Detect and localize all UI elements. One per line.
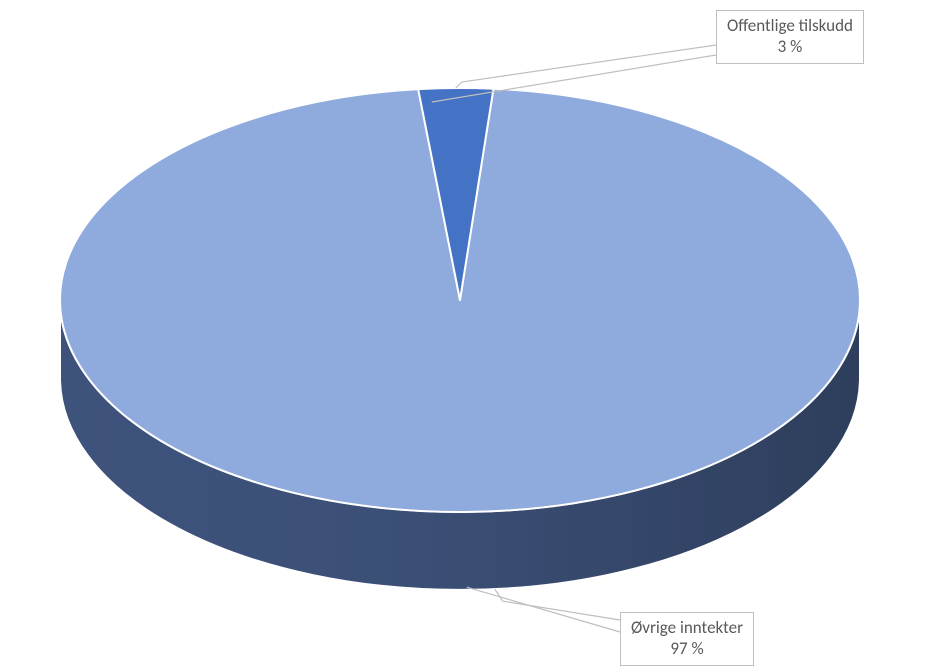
pie-chart-canvas — [0, 0, 947, 669]
pie-slice-label-offentlige-tilskudd: Offentlige tilskudd 3 % — [716, 10, 864, 64]
pie-slice-percent: 97 % — [631, 638, 743, 659]
leader-line — [495, 589, 620, 620]
leader-line — [456, 45, 716, 88]
leader-line — [432, 55, 716, 102]
pie-slice-percent: 3 % — [727, 36, 853, 57]
leader-line — [467, 587, 620, 632]
pie-chart-3d: Offentlige tilskudd 3 % Øvrige inntekter… — [0, 0, 947, 669]
pie-slice-label-ovrige-inntekter: Øvrige inntekter 97 % — [620, 612, 754, 666]
pie-slice-name: Øvrige inntekter — [631, 617, 743, 638]
pie-slice-name: Offentlige tilskudd — [727, 15, 853, 36]
